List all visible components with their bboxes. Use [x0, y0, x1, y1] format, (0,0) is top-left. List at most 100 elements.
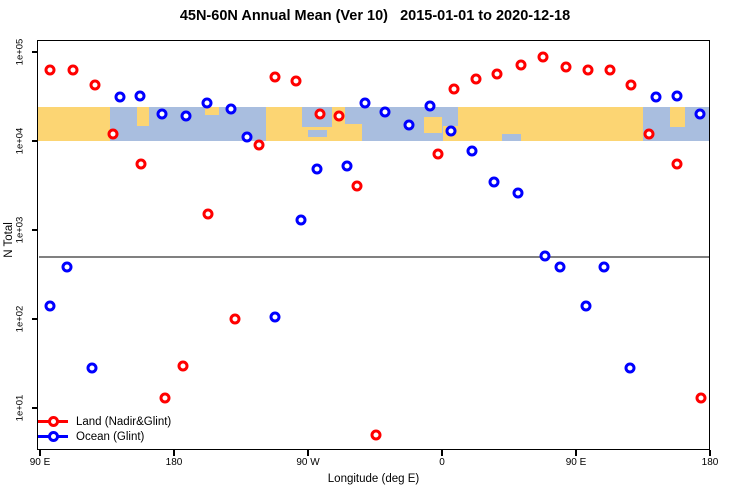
data-point-land	[582, 64, 594, 76]
y-axis-label: N Total	[3, 222, 15, 258]
data-point-land	[314, 108, 326, 120]
data-point-ocean	[341, 160, 353, 172]
x-tick-label: 0	[439, 457, 445, 468]
y-tick-label: 1e+05	[14, 38, 26, 66]
y-tick-label: 1e+01	[14, 394, 26, 422]
legend-label: Land (Nadir&Glint)	[76, 415, 172, 428]
x-tick-mark	[575, 450, 577, 456]
data-point-ocean	[180, 110, 192, 122]
y-tick-mark	[31, 140, 37, 142]
data-point-ocean	[580, 300, 592, 312]
y-tick-label: 1e+03	[14, 216, 26, 244]
data-point-ocean	[44, 300, 56, 312]
data-point-land	[432, 148, 444, 160]
y-tick-mark	[31, 51, 37, 53]
y-tick-label: 1e+02	[14, 305, 26, 333]
data-point-land	[470, 73, 482, 85]
x-tick-mark	[307, 450, 309, 456]
legend-row: Ocean (Glint)	[38, 430, 144, 444]
x-tick-mark	[709, 450, 711, 456]
data-point-land	[560, 61, 572, 73]
data-point-land	[253, 139, 265, 151]
data-point-ocean	[114, 91, 126, 103]
map-land-patch	[424, 117, 442, 133]
data-point-ocean	[671, 90, 683, 102]
x-tick-label: 180	[701, 457, 719, 468]
y-tick-mark	[31, 318, 37, 320]
legend-circle-icon	[47, 416, 59, 427]
map-ocean-patch	[308, 130, 328, 137]
legend-marker-icon	[38, 431, 68, 442]
data-point-land	[290, 75, 302, 87]
x-tick-mark	[441, 450, 443, 456]
data-point-land	[537, 51, 549, 63]
x-tick-mark	[173, 450, 175, 456]
data-point-ocean	[539, 250, 551, 262]
data-point-land	[515, 59, 527, 71]
data-point-ocean	[650, 91, 662, 103]
data-point-ocean	[61, 261, 73, 273]
map-land-patch	[669, 107, 685, 128]
data-point-land	[107, 128, 119, 140]
chart-title: 45N-60N Annual Mean (Ver 10) 2015-01-01 …	[179, 8, 571, 24]
x-tick-label: 90 E	[565, 457, 587, 468]
data-point-ocean	[694, 108, 706, 120]
data-point-land	[135, 158, 147, 170]
y-tick-mark	[31, 229, 37, 231]
legend-row: Land (Nadir&Glint)	[38, 415, 171, 429]
data-point-ocean	[403, 119, 415, 131]
data-point-land	[229, 313, 241, 325]
data-point-land	[671, 158, 683, 170]
data-point-land	[89, 79, 101, 91]
y-tick-mark	[31, 407, 37, 409]
threshold-line	[38, 255, 709, 258]
data-point-ocean	[424, 100, 436, 112]
data-point-land	[625, 79, 637, 91]
data-point-ocean	[201, 97, 213, 109]
data-point-ocean	[466, 145, 478, 157]
data-point-ocean	[554, 261, 566, 273]
map-ocean-patch	[345, 107, 362, 125]
data-point-ocean	[488, 176, 500, 188]
data-point-ocean	[156, 108, 168, 120]
data-point-ocean	[379, 106, 391, 118]
data-point-land	[177, 360, 189, 372]
data-point-land	[370, 429, 382, 441]
data-point-ocean	[598, 261, 610, 273]
data-point-ocean	[241, 131, 253, 143]
data-point-land	[44, 64, 56, 76]
data-point-ocean	[269, 311, 281, 323]
map-land-patch	[136, 107, 149, 126]
land-ocean-map-band	[38, 107, 709, 141]
data-point-land	[604, 64, 616, 76]
data-point-land	[448, 83, 460, 95]
data-point-ocean	[295, 214, 307, 226]
data-point-land	[269, 71, 281, 83]
data-point-land	[333, 110, 345, 122]
data-point-ocean	[311, 163, 323, 175]
data-point-land	[159, 392, 171, 404]
data-point-land	[351, 180, 363, 192]
data-point-ocean	[512, 187, 524, 199]
legend-circle-icon	[47, 431, 59, 442]
data-point-ocean	[624, 362, 636, 374]
legend-marker-icon	[38, 416, 68, 427]
x-tick-label: 90 W	[296, 457, 320, 468]
data-point-land	[695, 392, 707, 404]
data-point-ocean	[134, 90, 146, 102]
data-point-ocean	[445, 125, 457, 137]
map-ocean-patch	[501, 133, 521, 141]
x-tick-label: 90 E	[29, 457, 51, 468]
data-point-land	[202, 208, 214, 220]
data-point-ocean	[225, 103, 237, 115]
data-point-ocean	[359, 97, 371, 109]
data-point-land	[491, 68, 503, 80]
x-tick-label: 180	[165, 457, 183, 468]
plot-border	[37, 40, 710, 450]
data-point-ocean	[86, 362, 98, 374]
y-tick-label: 1e+04	[14, 127, 26, 155]
data-point-land	[67, 64, 79, 76]
data-point-land	[643, 128, 655, 140]
x-tick-mark	[39, 450, 41, 456]
